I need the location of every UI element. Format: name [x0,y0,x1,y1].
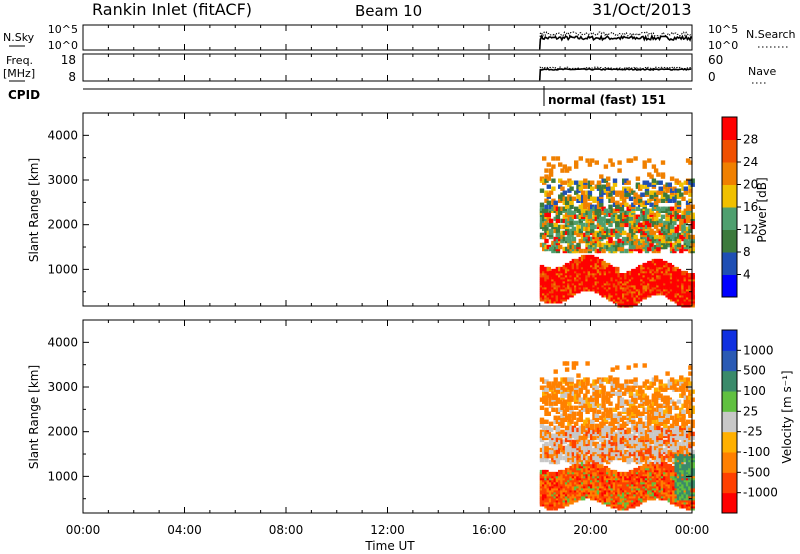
y-tick-label: 3000 [47,380,78,394]
colorbar-swatch [722,391,737,412]
colorbar-swatch [722,472,737,494]
x-tick-label: 00:00 [675,523,710,537]
power-ylabel: Slant Range [km] [27,158,41,262]
x-tick-label: 00:00 [66,523,101,537]
freq-strip: Freq. [MHz] 18 8 60 0 Nave [3,53,776,84]
velocity-ylabel: Slant Range [km] [27,365,41,469]
nave-line [539,66,692,81]
colorbar-tick-label: -500 [743,465,770,479]
freq-tick-bottom: 8 [68,70,76,84]
nsky-tick-bottom: 10^0 [48,39,78,52]
nave-label: Nave [748,65,776,78]
colorbar-swatch [722,492,737,514]
y-tick-label: 2000 [47,218,78,232]
time-ticks [82,25,693,513]
colorbar-tick-label: -1000 [743,486,778,500]
colorbar-tick-label: 100 [743,384,766,398]
velocity-colorbar: 1000 500 100 25 -25 -100 -500 -1000 [721,329,778,514]
y-tick-label: 4000 [47,335,78,349]
y-tick-label: 2000 [47,425,78,439]
velocity-panel: 4000 3000 2000 1000 Slant Range [km] 1000 50… [27,319,794,514]
power-colorbar-label: Power [dB] [755,177,769,242]
x-tick-label: 04:00 [167,523,202,537]
nsearch-label: N.Search [746,28,796,41]
station-title: Rankin Inlet (fitACF) [92,0,252,19]
y-tick-label: 3000 [47,173,78,187]
noise-strip: N.Sky 10^5 10^0 10^5 10^0 N.Search [3,23,796,52]
velocity-colorbar-label: Velocity [m s⁻¹] [780,370,794,463]
nave-tick-bottom: 0 [708,70,716,84]
cpid-strip: CPID normal (fast) 151 [8,86,692,107]
date-title: 31/Oct/2013 [592,0,692,19]
colorbar-tick-label: 25 [743,404,758,418]
nsky-tick-top: 10^5 [48,23,78,36]
x-tick-label: 12:00 [370,523,405,537]
y-tick-label: 1000 [47,262,78,276]
colorbar-swatch [722,411,737,433]
colorbar-tick-label: 28 [743,133,758,147]
nsky-label: N.Sky [3,31,35,44]
colorbar-swatch [722,139,737,163]
colorbar-tick-label: 4 [743,268,751,282]
colorbar-tick-label: 16 [743,200,758,214]
colorbar-swatch [722,229,737,253]
colorbar-tick-label: -100 [743,445,770,459]
freq-line [538,67,692,81]
nave-tick-top: 60 [708,53,723,67]
colorbar-swatch [722,330,737,351]
velocity-data-layer [539,361,695,511]
nsearch-tick-bottom: 10^0 [708,39,738,52]
colorbar-swatch [722,117,737,140]
colorbar-swatch [722,252,737,275]
colorbar-swatch [722,452,737,473]
colorbar-tick-label: 1000 [743,343,774,357]
colorbar-swatch [722,162,737,185]
y-tick-label: 1000 [47,469,78,483]
freq-label: Freq. [6,54,33,67]
colorbar-tick-label: 20 [743,178,758,192]
cpid-value: normal (fast) 151 [548,93,666,107]
x-axis-title: Time UT [364,539,415,553]
colorbar-swatch [722,274,737,298]
freq-unit: [MHz] [3,67,35,80]
nsky-line [538,33,692,50]
colorbar-tick-label: 8 [743,245,751,259]
colorbar-tick-label: -25 [743,425,763,439]
x-tick-label: 16:00 [472,523,507,537]
colorbar-swatch [722,184,737,208]
colorbar-tick-label: 12 [743,223,758,237]
colorbar-swatch [722,350,737,372]
nsearch-tick-top: 10^5 [708,23,738,36]
power-colorbar: 28 24 20 16 12 8 4 [721,116,758,298]
x-tick-label: 20:00 [573,523,608,537]
y-tick-label: 4000 [47,128,78,142]
colorbar-swatch [722,370,737,392]
nsearch-line [539,30,692,50]
power-panel: 4000 3000 2000 1000 Slant Range [km] 28 24 20… [27,112,769,308]
x-tick-label: 08:00 [269,523,304,537]
colorbar-swatch [722,207,737,230]
x-axis: 00:00 04:00 08:00 12:00 16:00 20:00 00:00 [66,523,710,537]
freq-tick-top: 18 [61,53,76,67]
power-data-layer [539,156,695,308]
colorbar-tick-label: 500 [743,364,766,378]
colorbar-swatch [722,431,737,453]
cpid-label: CPID [8,88,40,102]
beam-title: Beam 10 [355,2,422,20]
colorbar-tick-label: 24 [743,155,758,169]
